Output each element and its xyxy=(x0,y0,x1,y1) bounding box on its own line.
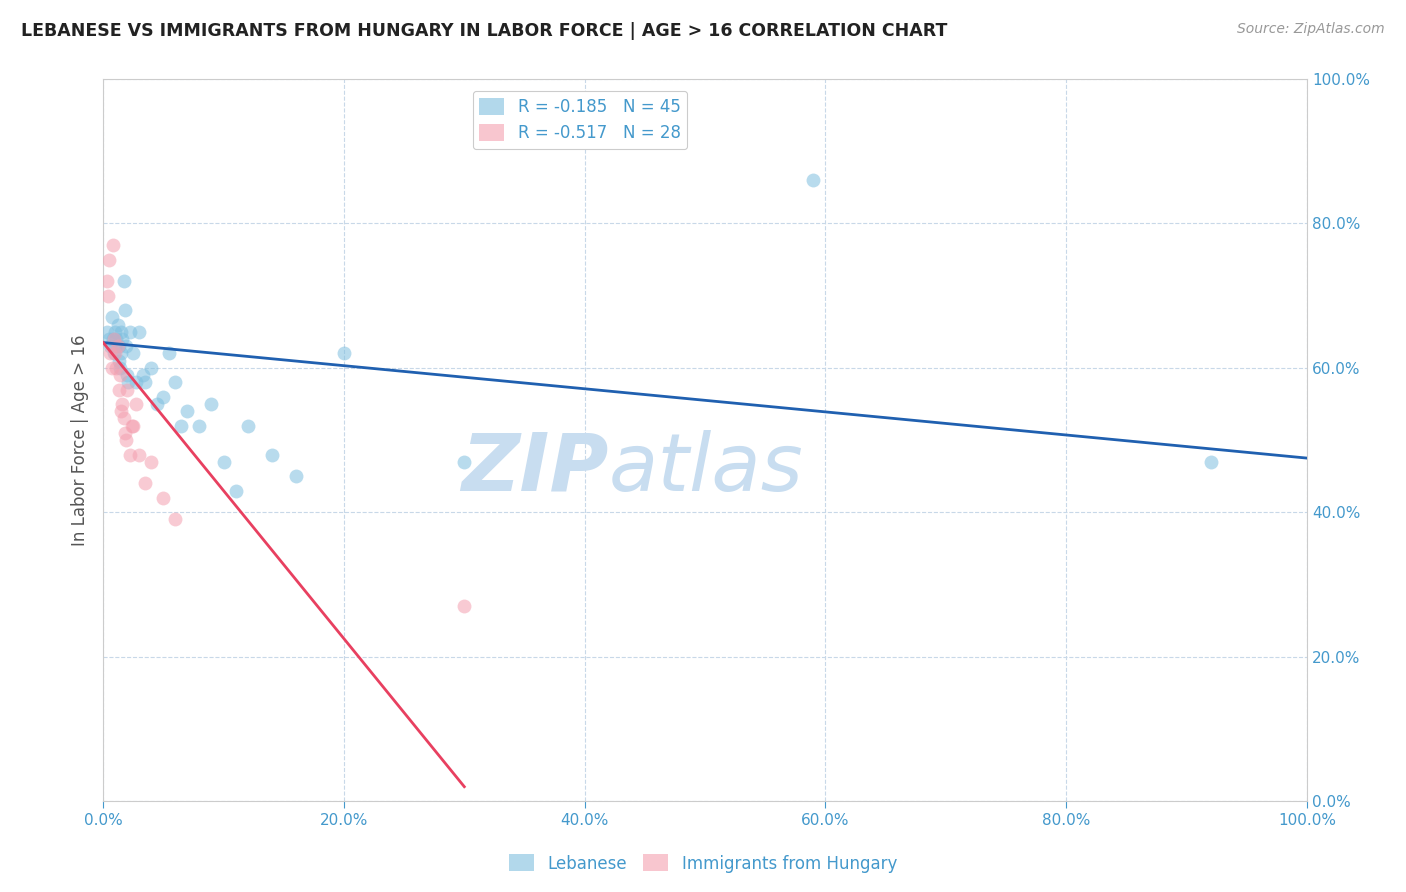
Point xyxy=(121,418,143,433)
Point xyxy=(98,339,121,353)
Point xyxy=(132,368,155,382)
Point xyxy=(152,390,174,404)
Point xyxy=(333,346,356,360)
Point xyxy=(112,274,135,288)
Point xyxy=(107,339,129,353)
Point xyxy=(146,397,169,411)
Point xyxy=(122,418,145,433)
Point xyxy=(115,368,138,382)
Point xyxy=(236,418,259,433)
Point xyxy=(225,483,247,498)
Point xyxy=(128,325,150,339)
Point xyxy=(104,339,127,353)
Point xyxy=(260,448,283,462)
Point xyxy=(114,303,136,318)
Point xyxy=(141,360,163,375)
Point xyxy=(108,368,131,382)
Point xyxy=(128,448,150,462)
Legend: R = -0.185   N = 45, R = -0.517   N = 28: R = -0.185 N = 45, R = -0.517 N = 28 xyxy=(472,91,688,149)
Point xyxy=(100,310,122,325)
Point xyxy=(111,397,134,411)
Point xyxy=(115,339,138,353)
Point xyxy=(101,332,124,346)
Point xyxy=(170,418,193,433)
Point xyxy=(176,404,198,418)
Point xyxy=(134,376,156,390)
Point xyxy=(110,346,132,360)
Point xyxy=(103,332,125,346)
Point xyxy=(284,469,307,483)
Y-axis label: In Labor Force | Age > 16: In Labor Force | Age > 16 xyxy=(72,334,89,546)
Point xyxy=(108,360,131,375)
Point xyxy=(98,346,121,360)
Point xyxy=(96,274,118,288)
Point xyxy=(141,455,163,469)
Point xyxy=(212,455,235,469)
Point xyxy=(803,173,825,187)
Point xyxy=(107,353,129,368)
Point xyxy=(118,448,141,462)
Text: LEBANESE VS IMMIGRANTS FROM HUNGARY IN LABOR FORCE | AGE > 16 CORRELATION CHART: LEBANESE VS IMMIGRANTS FROM HUNGARY IN L… xyxy=(21,22,948,40)
Point xyxy=(104,346,127,360)
Point xyxy=(122,346,145,360)
Point xyxy=(104,325,127,339)
Point xyxy=(112,411,135,425)
Point xyxy=(1199,455,1222,469)
Point xyxy=(103,346,125,360)
Point xyxy=(107,339,129,353)
Point xyxy=(157,346,180,360)
Point xyxy=(100,360,122,375)
Point xyxy=(101,238,124,252)
Point xyxy=(115,383,138,397)
Point xyxy=(98,332,121,346)
Point xyxy=(98,252,121,267)
Point xyxy=(188,418,211,433)
Point xyxy=(117,376,139,390)
Point xyxy=(200,397,222,411)
Point xyxy=(107,318,129,332)
Point xyxy=(165,376,187,390)
Point xyxy=(152,491,174,505)
Point xyxy=(107,383,129,397)
Point xyxy=(124,376,146,390)
Point xyxy=(105,360,128,375)
Point xyxy=(115,433,138,447)
Point xyxy=(110,404,132,418)
Point xyxy=(453,455,475,469)
Legend: Lebanese, Immigrants from Hungary: Lebanese, Immigrants from Hungary xyxy=(502,847,904,880)
Point xyxy=(105,332,128,346)
Point xyxy=(134,476,156,491)
Point xyxy=(111,332,134,346)
Point xyxy=(110,325,132,339)
Point xyxy=(96,325,118,339)
Text: atlas: atlas xyxy=(609,430,803,508)
Text: Source: ZipAtlas.com: Source: ZipAtlas.com xyxy=(1237,22,1385,37)
Text: ZIP: ZIP xyxy=(461,430,609,508)
Point xyxy=(114,425,136,440)
Point xyxy=(124,397,146,411)
Point xyxy=(97,288,120,302)
Point xyxy=(118,325,141,339)
Point xyxy=(165,512,187,526)
Point xyxy=(453,599,475,614)
